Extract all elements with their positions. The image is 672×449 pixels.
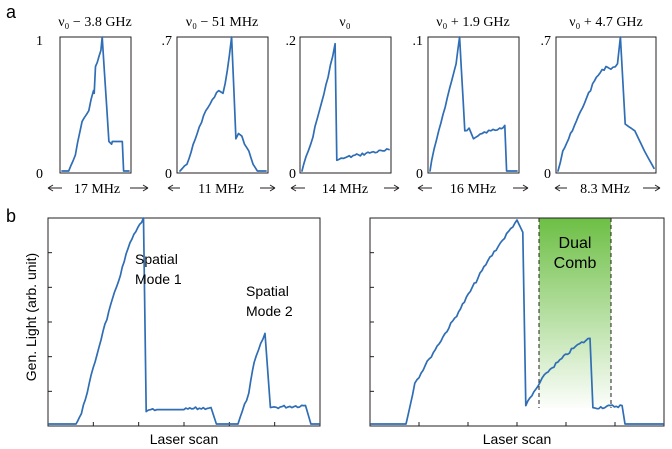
span-label: 8.3 MHz	[580, 182, 630, 197]
span-arrow-a3: 14 MHz	[290, 182, 400, 197]
subplot-title: ν₀ − 51 MHz	[186, 15, 258, 30]
y-tick-zero: 0	[416, 167, 423, 182]
trace	[370, 219, 664, 425]
trace	[48, 217, 320, 425]
subplot-title: ν₀	[339, 15, 350, 30]
y-axis-label: Gen. Light (arb. unit)	[23, 253, 39, 381]
panel-label-a: a	[6, 2, 17, 22]
y-tick-top: .1	[413, 34, 424, 49]
y-tick-top: .7	[541, 34, 552, 49]
plot-frame	[555, 36, 657, 174]
subplot-a2: ν₀ − 51 MHz .7 0	[162, 15, 269, 182]
span-arrow-a5: 8.3 MHz	[554, 182, 661, 197]
x-axis-label: Laser scan	[150, 431, 218, 447]
axis-ticks	[370, 252, 616, 426]
y-tick-top: .2	[286, 34, 297, 49]
trace	[429, 36, 518, 172]
subplot-title: ν₀ + 1.9 GHz	[436, 15, 510, 30]
annotation-dual-line2: Comb	[554, 255, 597, 272]
span-arrow-a1: 17 MHz	[47, 182, 149, 197]
plot-frame	[427, 36, 520, 174]
y-tick-zero: 0	[36, 167, 43, 182]
dual-comb-bounds	[538, 218, 612, 408]
x-axis-label: Laser scan	[483, 431, 551, 447]
dual-comb-region	[539, 218, 611, 408]
y-tick-top: .7	[162, 34, 173, 49]
annotation-mode1-line2: Mode 1	[135, 271, 182, 287]
subplot-a3: ν₀ .2 0	[286, 15, 392, 182]
annotation-mode1-line1: Spatial	[135, 251, 178, 267]
plot-frame	[299, 36, 392, 174]
subplot-a5: ν₀ + 4.7 GHz .7 0	[541, 15, 657, 182]
trace	[179, 36, 267, 172]
y-tick-zero: 0	[544, 167, 551, 182]
span-arrow-a4: 16 MHz	[417, 182, 529, 197]
subplot-b2: Dual Comb Laser scan	[369, 217, 665, 447]
subplot-a4: ν₀ + 1.9 GHz .1 0	[413, 15, 520, 182]
panel-label-b: b	[6, 206, 16, 226]
plot-frame	[176, 36, 269, 174]
annotation-dual-line1: Dual	[559, 235, 592, 252]
subplot-a1: ν₀ − 3.8 GHz 1 0	[36, 15, 132, 182]
span-label: 17 MHz	[74, 182, 120, 197]
y-tick-top: 1	[36, 34, 43, 49]
trace	[61, 36, 130, 172]
trace	[301, 42, 390, 172]
subplot-b1: Spatial Mode 1 Spatial Mode 2 Laser scan	[47, 217, 321, 447]
span-label: 14 MHz	[322, 182, 368, 197]
trace	[557, 36, 655, 172]
span-label: 16 MHz	[450, 182, 496, 197]
y-tick-zero: 0	[289, 167, 296, 182]
span-arrow-a2: 11 MHz	[167, 182, 276, 197]
axis-ticks	[48, 252, 276, 426]
plot-frame	[59, 36, 132, 174]
span-label: 11 MHz	[198, 182, 244, 197]
plot-frame	[47, 217, 321, 427]
subplot-title: ν₀ − 3.8 GHz	[58, 15, 132, 30]
annotation-mode2-line2: Mode 2	[246, 303, 293, 319]
subplot-title: ν₀ + 4.7 GHz	[569, 15, 643, 30]
y-tick-zero: 0	[165, 167, 172, 182]
plot-frame	[369, 217, 665, 427]
annotation-mode2-line1: Spatial	[246, 283, 289, 299]
